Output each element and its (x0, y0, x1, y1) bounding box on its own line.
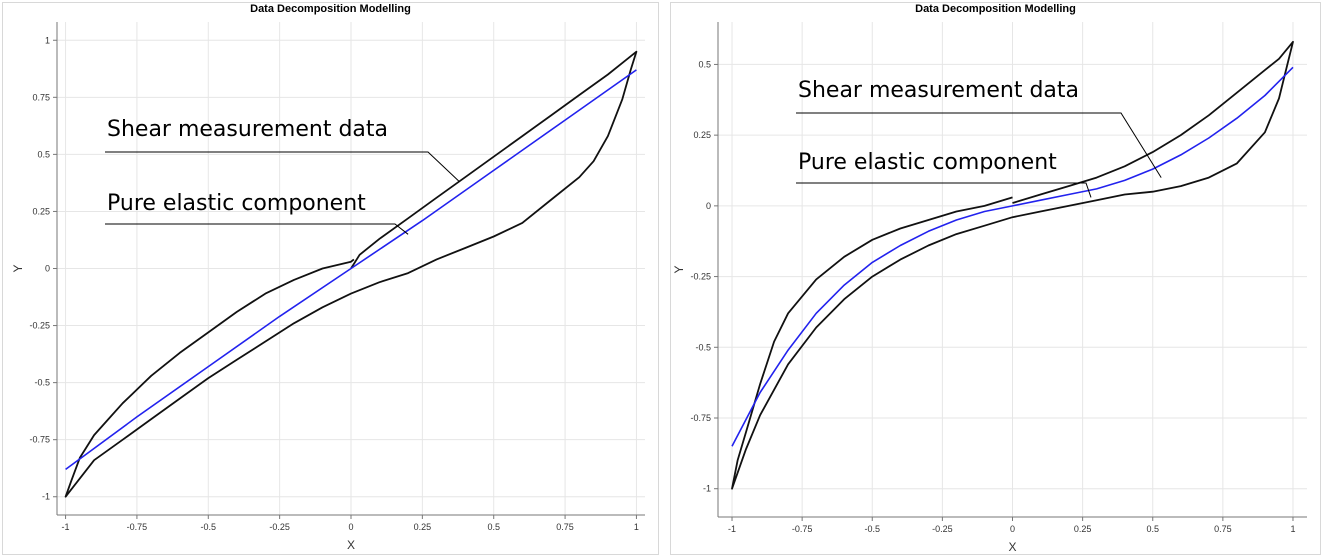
x-tick-label: -0.5 (201, 522, 217, 532)
chart-plot-right: -1 -0.75 -0.5 -0.25 0 0.25 0.5 0.75 1 -1 -0.75 -0.5… (672, 22, 1307, 554)
x-tick-label: 0.5 (487, 522, 500, 532)
y-tick-label: 0.75 (32, 92, 50, 102)
annotation-leader-line (105, 151, 460, 183)
elastic-component-line (65, 69, 637, 471)
annotation-leader-line (105, 223, 409, 235)
y-tick-label: 0.5 (37, 149, 50, 159)
y-tick-label: -0.25 (29, 321, 50, 331)
x-tick-label: -0.25 (932, 524, 953, 534)
panel-frame (2, 2, 659, 555)
annotation-label: Pure elastic component (107, 191, 366, 216)
x-axis-label: X (1008, 540, 1016, 554)
x-axis-label: X (347, 538, 355, 552)
x-tick-label: 0.25 (414, 522, 432, 532)
y-tick-label: -0.75 (690, 413, 711, 423)
y-axis-label: Y (11, 264, 25, 272)
x-tick-label: -0.5 (865, 524, 881, 534)
measurement-loop-line (64, 50, 638, 498)
annotation-leader-line (796, 112, 1162, 178)
y-tick-label: -0.5 (34, 378, 50, 388)
panel-frame (670, 2, 1321, 555)
x-tick-label: -0.25 (269, 522, 290, 532)
y-tick-label: 0.5 (698, 59, 711, 69)
chart-title: Data Decomposition Modelling (250, 3, 411, 15)
x-tick-label: 0 (348, 522, 353, 532)
x-tick-label: -1 (728, 524, 736, 534)
elastic-component-line (731, 66, 1294, 447)
x-tick-label: 0.75 (556, 522, 574, 532)
annotation-label: Shear measurement data (798, 78, 1079, 103)
x-tick-label: 0 (1010, 524, 1015, 534)
x-tick-label: 0.25 (1074, 524, 1092, 534)
panel-divider (661, 0, 668, 557)
y-tick-label: 1 (45, 35, 50, 45)
y-tick-label: 0 (45, 264, 50, 274)
x-tick-label: -1 (62, 522, 70, 532)
y-tick-label: -1 (703, 484, 711, 494)
x-tick-label: -0.75 (792, 524, 813, 534)
x-tick-label: 1 (634, 522, 639, 532)
annotation-leader-line (796, 182, 1092, 198)
chart-title: Data Decomposition Modelling (915, 3, 1076, 15)
y-tick-label: -0.25 (690, 272, 711, 282)
x-tick-label: 0.75 (1214, 524, 1232, 534)
annotation-label: Shear measurement data (107, 117, 388, 142)
measurement-loop-line (731, 40, 1294, 490)
y-tick-label: 0.25 (693, 130, 711, 140)
y-tick-label: -1 (42, 492, 50, 502)
y-tick-label: -0.5 (695, 342, 711, 352)
y-tick-label: 0.25 (32, 206, 50, 216)
x-tick-label: 0.5 (1146, 524, 1159, 534)
y-tick-label: -0.75 (29, 435, 50, 445)
x-tick-label: -0.75 (127, 522, 148, 532)
chart-panel-left: Data Decomposition Modelling -1 -0.75 -0.5… (0, 0, 661, 557)
y-tick-label: 0 (706, 201, 711, 211)
x-tick-label: 1 (1290, 524, 1295, 534)
chart-plot-left: -1 -0.75 -0.5 -0.25 0 0.25 0.5 0.75 1 -1 -0.75 -0.5… (11, 22, 645, 552)
chart-panel-right: Data Decomposition Modelling -1 -0.75 -0.5… (668, 0, 1323, 557)
y-axis-label: Y (672, 265, 686, 273)
annotation-label: Pure elastic component (798, 150, 1057, 175)
